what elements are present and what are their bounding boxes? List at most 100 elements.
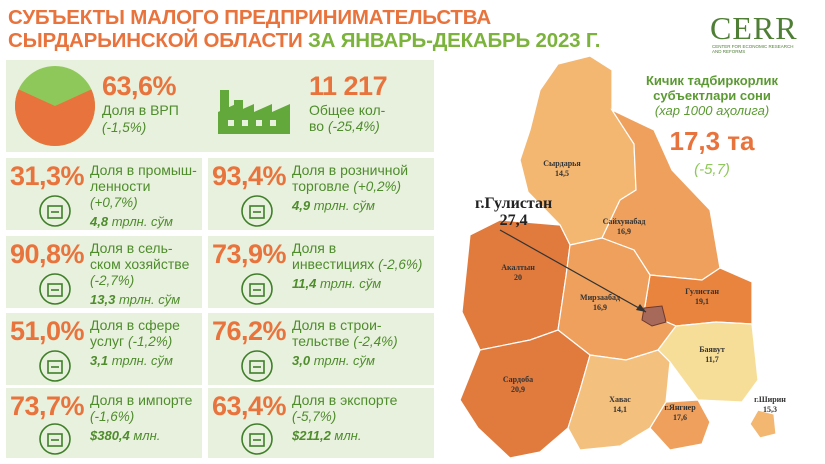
map-region-value: 16,9 [593,303,607,312]
indicator-card: 73,9% Доля в инвестициях (-2,6%) 11,4 тр… [208,236,434,308]
callout-city-name: г.Гулистан [475,195,553,212]
card-amount-value: 3,0 [292,353,311,368]
card-value: 31,3% [10,161,85,191]
card-value: 73,7% [10,391,85,421]
card-label-line2-text: торговле [292,178,350,194]
card-label-line1: Доля в импорте [90,392,193,408]
map-region-name: Сардоба [503,375,533,384]
gulistan-city-marker [641,305,667,327]
export-icon [240,422,274,461]
map-region-name: Гулистан [685,287,719,296]
card-label-line2: ленности (+0,7%) [90,178,200,211]
map-region-name: Сырдарья [543,159,581,168]
callout-city-value: 27,4 [499,212,528,229]
indicator-card: 63,4% Доля в экспорте (-5,7%) $211,2 млн… [208,388,434,458]
total-count-label: Общее кол- [309,102,387,118]
card-label-line2-text: услуг [90,333,125,349]
card-label-line1: Доля в промыш- [90,162,197,178]
card-label-line2-text: инвестициях [292,256,375,272]
card-amount-value: $380,4 [90,428,130,443]
map-region-yangier [649,399,711,451]
retail-icon [240,194,274,233]
card-label-line2: тельстве (-2,4%) [292,333,432,350]
map-region-name: Хавас [609,395,631,404]
card-label-line2: ском хозяйстве (-2,7%) [90,256,200,289]
title-line-2-period: ЗА ЯНВАРЬ-ДЕКАБРЬ 2023 Г. [308,29,601,52]
logo-word: CERR [710,10,798,46]
map-region-shirin [749,409,777,439]
card-amount: $211,2 млн. [292,428,432,443]
card-label-line1: Доля в [292,240,337,256]
indicator-card: 93,4% Доля в розничной торговле (+0,2%) … [208,158,434,230]
factory-building-icon [216,80,300,145]
cerr-logo: CERR Center for economic research and re… [700,8,820,54]
card-amount-value: 11,4 [292,276,317,291]
top-panel: 63,6% Доля в ВРП (-1,5%) 11 217 Общее ко… [6,60,434,152]
gdp-share-value: 63,6% [102,71,177,101]
construction-icon [240,349,274,388]
map-total: 17,3 та [669,126,755,156]
card-amount: 3,0 трлн. сўм [292,353,432,368]
card-amount-unit: трлн. сўм [111,214,173,229]
card-label-line1: Доля в экспорте [292,392,398,408]
indicator-card: 73,7% Доля в импорте (-1,6%) $380,4 млн. [6,388,202,458]
services-icon [38,349,72,388]
total-count-value: 11 217 [309,71,388,101]
callout-arrow [499,229,647,313]
card-amount-unit: млн. [133,428,161,443]
factory-icon [38,194,72,233]
map-region-value: 20 [514,273,522,282]
callout-arrowhead [636,304,646,312]
card-value: 51,0% [10,316,85,346]
title-line-2-region: СЫРДАРЬИНСКОЙ ОБЛАСТИ [8,29,308,52]
card-amount: 13,3 трлн. сўм [90,292,200,307]
total-count-change: (-25,4%) [327,119,380,134]
card-label-line2: (-1,6%) [90,408,200,425]
gdp-pie-slice [15,89,96,147]
card-change: (-1,2%) [128,334,173,349]
card-amount-value: $211,2 [292,428,331,443]
card-amount: 4,9 трлн. сўм [292,198,432,213]
total-label-line2: во [309,118,325,134]
card-label-line2-text: ском хозяйстве [90,256,190,272]
map-caption: Кичик тадбиркорлик субъектлари сони (хар… [612,73,812,178]
indicator-card: 51,0% Доля в сфере услуг (-1,2%) 3,1 трл… [6,313,202,385]
card-value: 76,2% [212,316,287,346]
card-amount-unit: трлн. сўм [313,353,375,368]
map-region-value: 17,6 [673,413,687,422]
gdp-share-change: (-1,5%) [102,120,147,135]
agriculture-icon [38,272,72,311]
region-map: Сырдарья 14,5 Сайхунабад 16,9 Гулистан 19,1 Ак… [440,50,825,464]
card-label-line2: инвестициях (-2,6%) [292,256,432,273]
page-title: СУБЪЕКТЫ МАЛОГО ПРЕДПРИНИМАТЕЛЬСТВА СЫРД… [8,6,648,52]
map-region-name: г.Янгиер [664,403,696,412]
card-value: 63,4% [212,391,287,421]
card-value: 90,8% [10,239,85,269]
indicator-card: 31,3% Доля в промыш- ленности (+0,7%) 4,… [6,158,202,230]
card-label-line2: услуг (-1,2%) [90,333,200,350]
gulistan-callout: г.Гулистан 27,4 [475,195,552,229]
map-region-name: Мирзаабад [580,293,620,302]
card-amount-value: 4,8 [90,214,109,229]
map-caption-line1: Кичик тадбиркорлик [645,73,779,88]
card-label-line2: торговле (+0,2%) [292,178,432,195]
card-value: 93,4% [212,161,287,191]
map-region-value: 14,1 [613,405,627,414]
map-region-value: 16,9 [617,227,631,236]
map-total-change: (-5,7) [694,161,730,178]
card-amount-value: 13,3 [90,292,116,307]
card-label-line1: Доля в розничной [292,162,409,178]
map-region-name: Баявут [699,345,725,354]
card-amount-unit: трлн. сўм [111,353,173,368]
card-amount-value: 3,1 [90,353,109,368]
card-change: (+0,2%) [353,179,402,194]
import-icon [38,422,72,461]
card-change: (-5,7%) [292,409,337,424]
investment-icon [240,272,274,311]
map-caption-line2: субъектлари сони [653,88,771,103]
map-region-value: 19,1 [695,297,709,306]
indicator-card: 76,2% Доля в строи- тельстве (-2,4%) 3,0… [208,313,434,385]
card-change: (-2,4%) [353,334,398,349]
indicator-card: 90,8% Доля в сель- ском хозяйстве (-2,7%… [6,236,202,308]
card-change: (-2,7%) [90,273,135,288]
